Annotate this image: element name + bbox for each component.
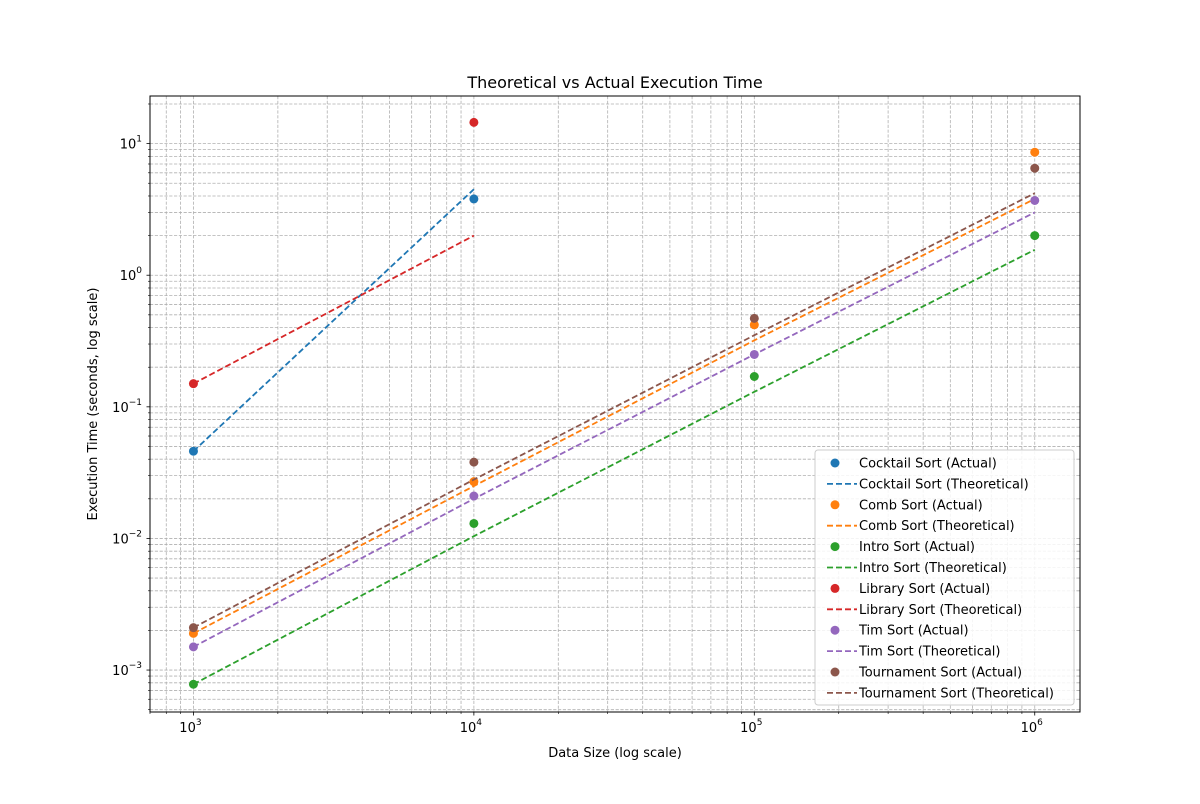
- legend-marker-swatch: [830, 458, 840, 468]
- x-tick-label: 105: [740, 718, 762, 736]
- x-tick-label-base: 10: [179, 721, 196, 736]
- x-tick-label-exponent: 6: [1037, 718, 1043, 728]
- data-point-intro-sort-actual: [749, 372, 759, 381]
- legend-item: Library Sort (Actual): [830, 582, 990, 597]
- series-line-cocktail-sort-theoretical: [192, 188, 475, 452]
- legend-item: Comb Sort (Theoretical): [827, 519, 1015, 534]
- series-intro-sort-theoretical: [193, 248, 1036, 686]
- y-tick-label-base: 10: [120, 138, 137, 153]
- data-point-comb-sort-actual: [749, 320, 759, 330]
- data-point-intro-sort-actual: [469, 518, 479, 528]
- legend-item: Tim Sort (Theoretical): [827, 645, 1001, 660]
- legend-item: Tournament Sort (Theoretical): [827, 686, 1054, 701]
- series-tournament-sort-theoretical: [193, 192, 1036, 629]
- legend-marker-swatch: [830, 625, 840, 635]
- y-tick-label: 10−3: [112, 661, 142, 679]
- x-tick-label-exponent: 5: [757, 718, 763, 728]
- y-tick-label-base: 10: [112, 401, 129, 416]
- x-tick-label-exponent: 3: [196, 718, 202, 728]
- y-tick-label: 101: [120, 135, 142, 153]
- legend-item: Tournament Sort (Actual): [830, 666, 1022, 681]
- legend-item: Tim Sort (Actual): [830, 624, 969, 639]
- legend-label: Tournament Sort (Actual): [858, 666, 1022, 681]
- y-axis-title: Execution Time (seconds, log scale): [86, 288, 101, 521]
- y-tick-label-base: 10: [120, 269, 137, 284]
- legend-label: Intro Sort (Theoretical): [859, 561, 1007, 576]
- legend-item: Intro Sort (Theoretical): [827, 561, 1007, 576]
- data-point-comb-sort-actual: [1030, 147, 1040, 157]
- series-line-library-sort-theoretical: [193, 234, 475, 385]
- legend: Cocktail Sort (Actual) Cocktail Sort (The…: [814, 449, 1075, 706]
- x-axis-title: Data Size (log scale): [548, 746, 682, 761]
- series-layer: [188, 117, 1040, 689]
- data-point-tim-sort-actual: [1030, 195, 1040, 205]
- legend-label: Library Sort (Theoretical): [859, 603, 1022, 618]
- y-tick-label: 10−2: [112, 529, 142, 547]
- data-point-cocktail-sort-actual: [469, 194, 479, 204]
- legend-box: [814, 449, 1075, 706]
- plot-frame: [149, 95, 1081, 713]
- legend-item: Cocktail Sort (Theoretical): [827, 477, 1029, 492]
- x-tick-label: 104: [460, 718, 483, 736]
- y-tick-label: 10−1: [112, 398, 142, 416]
- x-tick-label-base: 10: [740, 721, 757, 736]
- legend-marker-swatch: [830, 500, 840, 510]
- x-tick-label-exponent: 4: [476, 718, 482, 728]
- legend-item: Intro Sort (Actual): [830, 540, 975, 555]
- y-tick-label-exponent: −2: [129, 529, 142, 539]
- legend-label: Tim Sort (Actual): [858, 624, 969, 639]
- y-tick-label-exponent: −3: [129, 661, 142, 671]
- x-tick-label-base: 10: [460, 721, 477, 736]
- legend-label: Tournament Sort (Theoretical): [858, 686, 1054, 701]
- legend-marker-swatch: [830, 542, 840, 552]
- series-line-tim-sort-theoretical: [193, 211, 1036, 648]
- chart-title: Theoretical vs Actual Execution Time: [466, 73, 762, 92]
- series-line-tournament-sort-theoretical: [193, 192, 1036, 629]
- legend-marker-swatch: [830, 667, 840, 677]
- data-point-tournament-sort-actual: [1030, 163, 1040, 173]
- x-tick-label: 103: [179, 718, 201, 736]
- series-tim-sort-theoretical: [193, 211, 1036, 648]
- legend-label: Library Sort (Actual): [859, 582, 990, 597]
- legend-item: Comb Sort (Actual): [830, 498, 983, 513]
- legend-label: Intro Sort (Actual): [859, 540, 975, 555]
- data-point-library-sort-actual: [469, 117, 479, 127]
- series-cocktail-sort-theoretical: [192, 188, 475, 452]
- legend-label: Cocktail Sort (Theoretical): [859, 477, 1029, 492]
- series-intro-sort-actual: [188, 231, 1040, 689]
- legend-item: Library Sort (Theoretical): [827, 603, 1022, 618]
- x-tick-label-base: 10: [1021, 721, 1038, 736]
- y-tick-label-exponent: 1: [136, 135, 142, 145]
- legend-item: Cocktail Sort (Actual): [830, 457, 997, 472]
- legend-marker-swatch: [830, 583, 840, 593]
- series-line-intro-sort-theoretical: [193, 248, 1036, 686]
- y-tick-label-exponent: −1: [129, 398, 142, 408]
- legend-label: Cocktail Sort (Actual): [859, 457, 997, 472]
- data-point-intro-sort-actual: [1030, 231, 1040, 241]
- data-point-tournament-sort-actual: [749, 313, 759, 323]
- series-line-comb-sort-theoretical: [193, 198, 1036, 635]
- y-tick-label-base: 10: [112, 664, 129, 679]
- legend-label: Comb Sort (Actual): [859, 498, 983, 513]
- legend-label: Comb Sort (Theoretical): [859, 519, 1015, 534]
- series-library-sort-theoretical: [193, 234, 475, 385]
- data-point-tournament-sort-actual: [469, 457, 479, 467]
- x-tick-label: 106: [1021, 718, 1044, 736]
- y-tick-label-base: 10: [112, 532, 129, 547]
- series-comb-sort-theoretical: [193, 198, 1036, 635]
- legend-label: Tim Sort (Theoretical): [858, 645, 1001, 660]
- y-tick-label: 100: [120, 266, 143, 284]
- y-tick-label-exponent: 0: [136, 266, 142, 276]
